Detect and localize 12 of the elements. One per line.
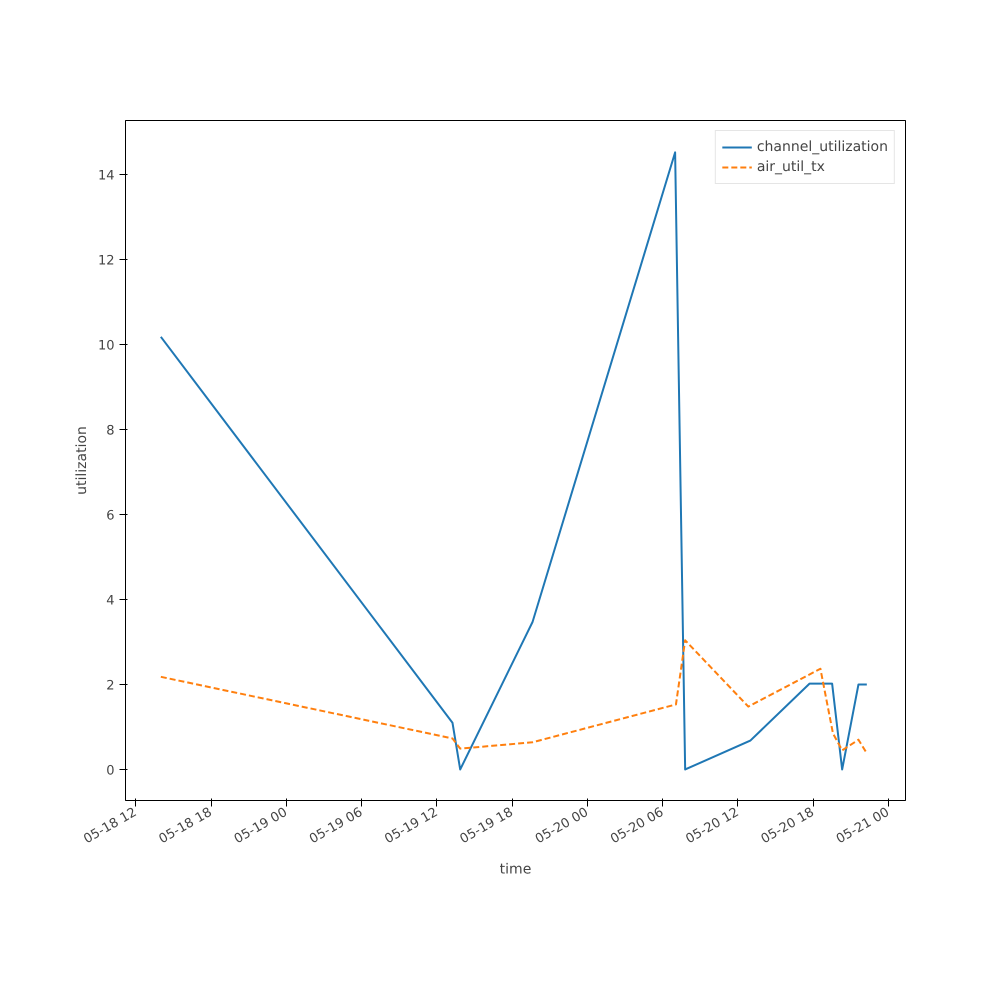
y-tick-label: 8 xyxy=(106,423,115,438)
y-tick-label: 0 xyxy=(106,763,115,778)
y-tick-label: 14 xyxy=(98,168,115,184)
y-tick-label: 10 xyxy=(98,338,115,354)
y-axis-title: utilization xyxy=(74,426,90,495)
y-tick-label: 2 xyxy=(106,678,115,694)
y-tick-label: 4 xyxy=(106,593,115,608)
legend-label: air_util_tx xyxy=(756,159,825,175)
y-tick-label: 12 xyxy=(98,253,115,268)
y-tick-label: 6 xyxy=(106,508,115,524)
legend-label: channel_utilization xyxy=(756,139,888,155)
x-axis-title: time xyxy=(500,862,532,878)
